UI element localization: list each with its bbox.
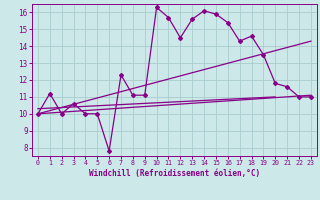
X-axis label: Windchill (Refroidissement éolien,°C): Windchill (Refroidissement éolien,°C) [89,169,260,178]
